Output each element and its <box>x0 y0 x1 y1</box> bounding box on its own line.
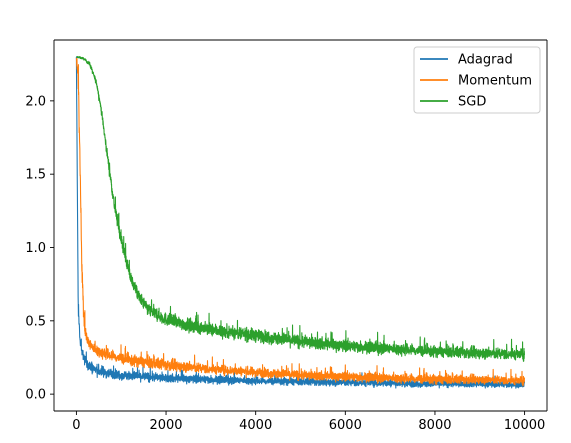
x-axis: 0 2000 4000 6000 8000 10000 <box>72 411 545 433</box>
x-tick-label: 0 <box>72 418 80 433</box>
series-line-momentum <box>75 57 525 387</box>
x-tick-label: 8000 <box>418 418 451 433</box>
y-tick-label: 0.0 <box>25 388 46 403</box>
x-tick-label: 2000 <box>149 418 182 433</box>
y-tick-label: 1.5 <box>25 168 46 183</box>
legend-box <box>413 46 541 114</box>
y-tick-label: 2.0 <box>25 94 46 109</box>
series-line-sgd <box>76 56 525 362</box>
legend-label-sgd: SGD <box>458 95 486 110</box>
legend: Adagrad Momentum SGD <box>413 46 541 114</box>
legend-label-adagrad: Adagrad <box>458 53 513 68</box>
x-tick-label: 4000 <box>239 418 272 433</box>
x-tick-label: 10000 <box>504 418 545 433</box>
x-tick-label: 6000 <box>329 418 362 433</box>
legend-label-momentum: Momentum <box>458 74 532 89</box>
y-tick-label: 1.0 <box>25 241 46 256</box>
y-tick-label: 0.5 <box>25 314 46 329</box>
series-line-adagrad <box>75 56 525 389</box>
axes-frame <box>53 39 548 412</box>
plot-area <box>53 39 548 412</box>
y-axis: 0.0 0.5 1.0 1.5 2.0 <box>25 94 54 403</box>
